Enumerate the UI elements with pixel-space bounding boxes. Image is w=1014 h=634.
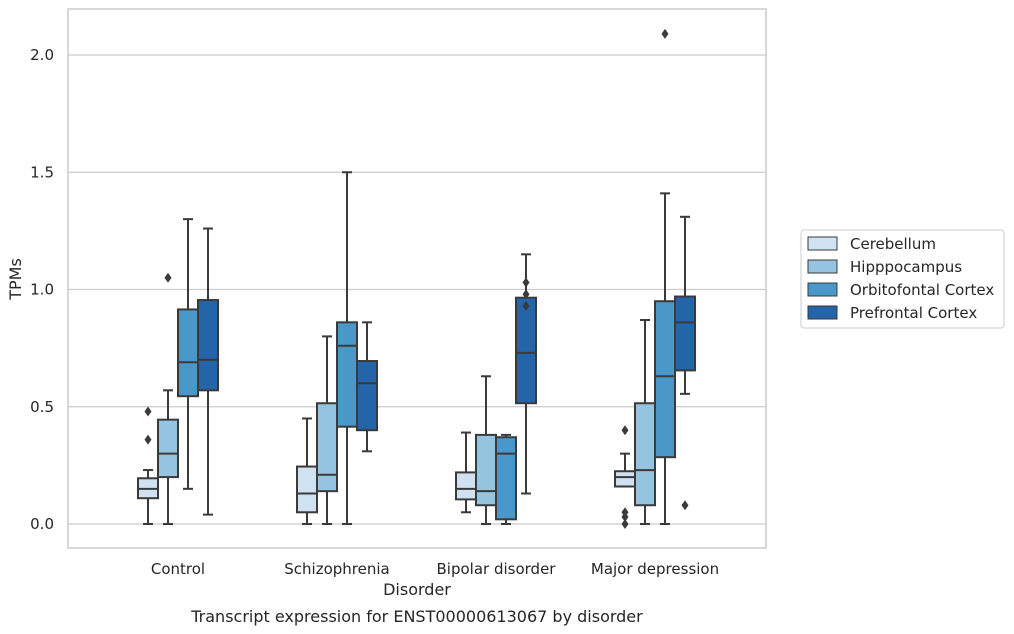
- y-axis-ticks: 0.0 0.5 1.0 1.5 2.0: [30, 46, 54, 533]
- outlier-point: [661, 28, 669, 39]
- chart-caption: Transcript expression for ENST0000061306…: [190, 607, 643, 626]
- x-tick-label: Major depression: [591, 560, 719, 578]
- iqr-box: [614, 470, 636, 488]
- box-mark: [197, 227, 219, 516]
- iqr-box: [157, 418, 179, 479]
- legend-label: Prefrontal Cortex: [850, 304, 977, 322]
- box-mark: [455, 431, 477, 514]
- outlier-point: [522, 289, 530, 300]
- series-orbitofontal-cortex: [177, 28, 676, 525]
- iqr-box: [296, 465, 318, 514]
- series-prefrontal-cortex: [197, 215, 696, 516]
- legend-items: Cerebellum Hipppocampus Orbitofontal Corte…: [807, 235, 994, 322]
- iqr-box: [356, 360, 378, 432]
- iqr-box: [336, 321, 358, 428]
- legend-item: Hipppocampus: [807, 258, 962, 276]
- iqr-box: [674, 295, 696, 372]
- iqr-box: [495, 436, 517, 521]
- box-mark: [157, 272, 179, 525]
- plot-area-frame: [67, 8, 767, 549]
- y-tick-label: 1.0: [30, 281, 54, 299]
- legend-frame: [800, 229, 1005, 329]
- iqr-box: [654, 300, 676, 459]
- x-tick-label: Schizophrenia: [284, 560, 389, 578]
- outlier-point: [621, 425, 629, 436]
- box-mark: [296, 417, 318, 525]
- outlier-point: [621, 507, 629, 518]
- box-mark: [654, 28, 676, 525]
- iqr-box: [515, 296, 537, 405]
- y-tick-label: 2.0: [30, 46, 54, 64]
- iqr-box: [197, 299, 219, 392]
- box-series: [137, 28, 696, 529]
- box-mark: [674, 215, 696, 511]
- legend-item: Prefrontal Cortex: [807, 304, 977, 322]
- box-mark: [177, 218, 199, 490]
- legend-label: Hipppocampus: [850, 258, 962, 276]
- series-cerebellum: [137, 406, 636, 529]
- legend: Cerebellum Hipppocampus Orbitofontal Corte…: [800, 229, 1005, 329]
- box-mark: [137, 406, 159, 525]
- legend-item: Cerebellum: [807, 235, 936, 253]
- x-axis-ticks: Control Schizophrenia Bipolar disorder Majo…: [151, 560, 719, 578]
- outlier-point: [144, 406, 152, 417]
- legend-item: Orbitofontal Cortex: [807, 281, 994, 299]
- legend-swatch: [807, 236, 838, 251]
- legend-swatch: [807, 259, 838, 274]
- box-mark: [634, 318, 656, 525]
- iqr-box: [177, 308, 199, 398]
- box-mark: [356, 321, 378, 453]
- x-tick-label: Bipolar disorder: [437, 560, 557, 578]
- y-axis-title: TPMs: [6, 258, 25, 301]
- box-mark: [515, 253, 537, 495]
- outlier-point: [164, 272, 172, 283]
- box-mark: [475, 375, 497, 525]
- iqr-box: [316, 402, 338, 493]
- legend-label: Cerebellum: [850, 235, 936, 253]
- x-tick-label: Control: [151, 560, 205, 578]
- y-tick-label: 1.5: [30, 163, 54, 181]
- legend-swatch: [807, 305, 838, 320]
- box-mark: [316, 335, 338, 525]
- y-tick-label: 0.0: [30, 515, 54, 533]
- outlier-point: [522, 300, 530, 311]
- box-mark: [495, 433, 517, 525]
- outlier-point: [522, 277, 530, 288]
- outlier-point: [621, 519, 629, 529]
- legend-label: Orbitofontal Cortex: [850, 281, 994, 299]
- iqr-box: [634, 402, 656, 507]
- x-axis-title: Disorder: [383, 580, 451, 599]
- outlier-point: [681, 500, 689, 511]
- y-tick-label: 0.5: [30, 398, 54, 416]
- series-hipppocampus: [157, 272, 656, 525]
- iqr-box: [475, 433, 497, 507]
- outlier-point: [144, 434, 152, 445]
- iqr-box: [455, 471, 477, 501]
- box-mark: [614, 425, 636, 529]
- box-mark: [336, 171, 358, 525]
- legend-swatch: [807, 282, 838, 297]
